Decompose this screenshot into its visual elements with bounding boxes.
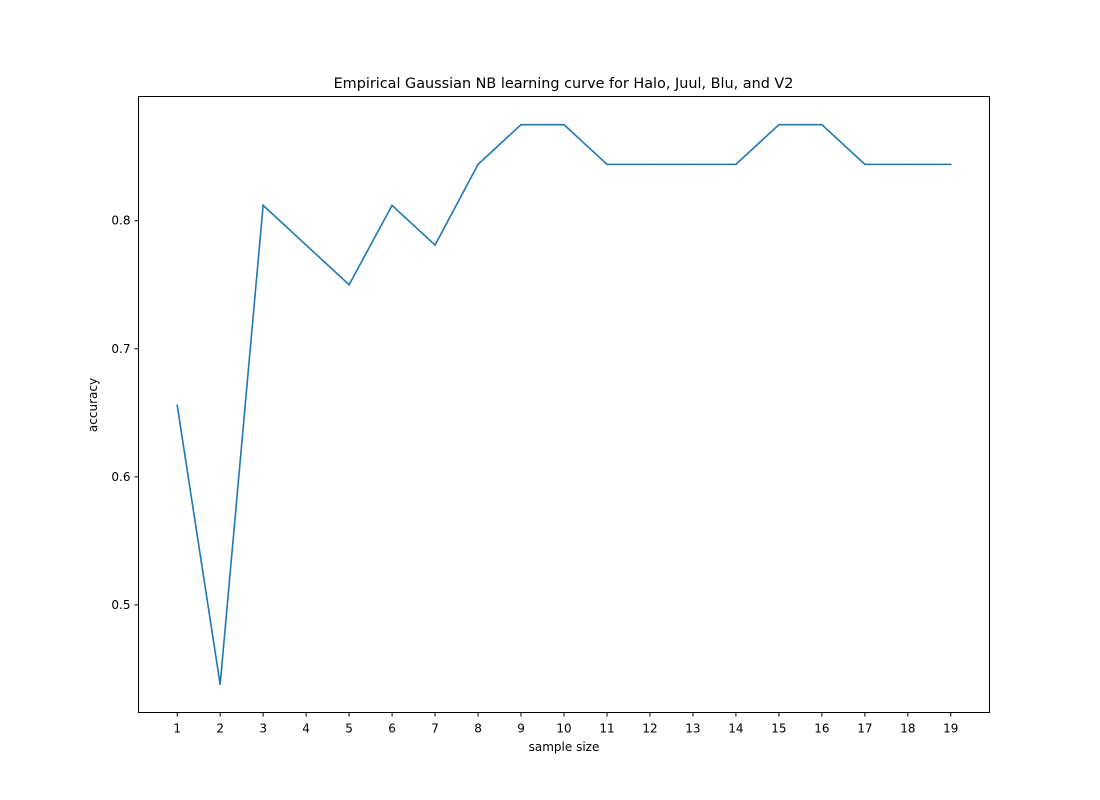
data-point: [348, 283, 350, 286]
x-tick-label: 2: [216, 722, 224, 736]
x-tick-label: 15: [771, 722, 786, 736]
data-point: [305, 244, 307, 246]
x-tick-label: 10: [556, 722, 571, 736]
data-point: [262, 204, 264, 207]
x-tick-label: 7: [431, 722, 439, 736]
y-tick-label: 0.5: [111, 598, 130, 612]
x-axis-label: sample size: [529, 740, 600, 754]
x-tick-label: 13: [685, 722, 700, 736]
x-tick-label: 11: [599, 722, 614, 736]
x-tick-label: 18: [900, 722, 915, 736]
data-point: [219, 683, 221, 686]
data-point: [735, 163, 737, 166]
data-point: [391, 204, 393, 207]
x-tick-label: 9: [517, 722, 525, 736]
data-point: [649, 163, 651, 166]
y-axis-ticks: 0.5 0.6 0.7 0.8: [111, 214, 139, 612]
x-tick-label: 4: [302, 722, 310, 736]
x-tick-label: 14: [728, 722, 743, 736]
y-tick-label: 0.8: [111, 214, 130, 228]
data-point: [520, 123, 522, 126]
data-point: [907, 163, 909, 166]
x-tick-label: 5: [345, 722, 353, 736]
y-tick-label: 0.7: [111, 342, 130, 356]
data-point: [778, 123, 780, 126]
data-point: [692, 163, 694, 166]
x-tick-label: 12: [642, 722, 657, 736]
x-axis-ticks: 1 2 3 4 5 6 7 8 9 10 11 12 13 14 15 16 17 18 19: [173, 712, 958, 736]
x-tick-label: 16: [814, 722, 829, 736]
y-axis-label: accuracy: [86, 378, 100, 432]
data-point: [864, 163, 866, 166]
x-tick-label: 17: [857, 722, 872, 736]
series-layer: [176, 123, 952, 686]
data-point: [563, 123, 565, 126]
chart-title: Empirical Gaussian NB learning curve for…: [334, 76, 794, 92]
data-point: [821, 123, 823, 126]
data-point: [477, 163, 479, 166]
x-tick-label: 6: [388, 722, 396, 736]
plot-background: [138, 96, 990, 713]
data-point: [434, 244, 436, 246]
x-tick-label: 3: [259, 722, 267, 736]
data-point: [950, 163, 952, 166]
data-point: [176, 404, 178, 406]
x-tick-label: 19: [943, 722, 958, 736]
y-tick-label: 0.6: [111, 470, 130, 484]
x-tick-label: 1: [173, 722, 181, 736]
data-point: [606, 163, 608, 166]
plot-area: [138, 96, 990, 713]
x-tick-label: 8: [474, 722, 482, 736]
